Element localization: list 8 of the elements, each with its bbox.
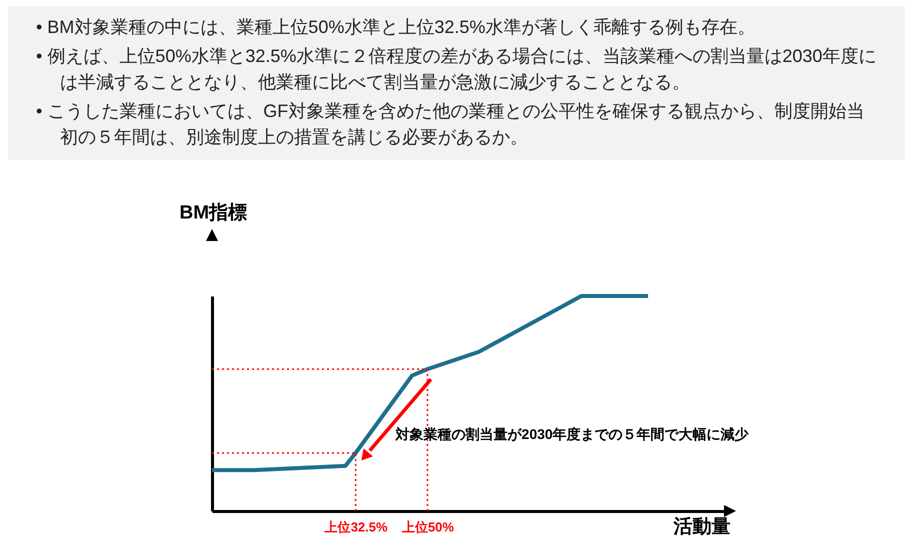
y-axis-title: BM指標 [180,202,248,224]
text: • BM対象業種の中には、業種上位50%水準と上位32.5%水準が著しく乖離する例も存在。 [36,16,756,39]
text: • こうした業種においては、GF対象業種を含めた他の業種との公平性を確保する観点から、制度開始当初の５年間は、別途制度上の措置を講じる必要があるか。 [36,100,866,149]
text: • 例えば、上位50%水準と32.5%水準に２倍程度の差がある場合には、当該業種への割当量は2030年度には半減することとなり、他業種に比べて割当量が急激に減少することとなる。 [36,45,877,94]
x-axis-title: 活動量 [672,516,730,538]
annotation: 対象業種の割当量が2030年度までの５年間で大幅に減少 [394,426,750,442]
x-tick-label: 上位50% [400,520,454,534]
x-tick-label: 上位32.5% [324,520,388,534]
